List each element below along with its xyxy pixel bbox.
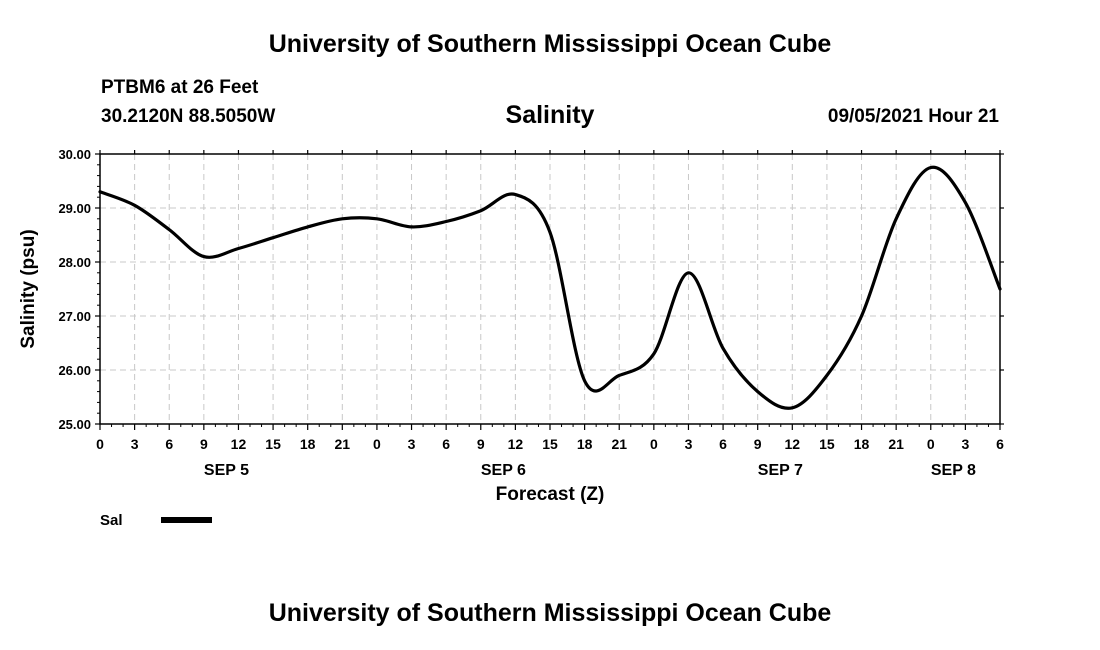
x-tick-label: 6 — [442, 436, 450, 452]
x-tick-label: 9 — [754, 436, 762, 452]
x-tick-label: 21 — [888, 436, 904, 452]
forecast-datetime: 09/05/2021 Hour 21 — [827, 106, 999, 127]
x-tick-label: 3 — [961, 436, 969, 452]
day-label: SEP 6 — [481, 462, 526, 479]
y-tick-label: 26.00 — [58, 363, 91, 378]
chart-title: Salinity — [505, 101, 595, 129]
series-line-sal — [98, 165, 1002, 410]
y-tick-label: 28.00 — [58, 255, 91, 270]
x-tick-label: 18 — [854, 436, 870, 452]
x-tick-label: 15 — [542, 436, 558, 452]
x-tick-label: 12 — [508, 436, 524, 452]
x-tick-label: 18 — [577, 436, 593, 452]
x-tick-label: 18 — [300, 436, 316, 452]
day-label: SEP 5 — [204, 462, 249, 479]
y-tick-label: 27.00 — [58, 309, 91, 324]
y-tick-label: 30.00 — [58, 147, 91, 162]
top-title: University of Southern Mississippi Ocean… — [268, 30, 832, 58]
bottom-title: University of Southern Mississippi Ocean… — [268, 599, 832, 627]
x-tick-label: 15 — [265, 436, 281, 452]
day-label: SEP 8 — [931, 462, 976, 479]
x-tick-label: 21 — [611, 436, 627, 452]
x-tick-label: 0 — [96, 436, 104, 452]
x-tick-label: 0 — [373, 436, 381, 452]
x-tick-label: 12 — [785, 436, 801, 452]
x-tick-label: 3 — [131, 436, 139, 452]
y-axis-title: Salinity (psu) — [18, 229, 39, 348]
x-tick-label: 6 — [996, 436, 1004, 452]
x-tick-label: 0 — [650, 436, 658, 452]
legend-label: Sal — [100, 512, 123, 529]
x-tick-label: 12 — [231, 436, 247, 452]
x-tick-label: 0 — [927, 436, 935, 452]
coordinates-label: 30.2120N 88.5050W — [101, 106, 276, 127]
x-tick-label: 9 — [477, 436, 485, 452]
station-label: PTBM6 at 26 Feet — [101, 77, 259, 98]
x-axis-title: Forecast (Z) — [496, 484, 605, 505]
x-tick-label: 15 — [819, 436, 835, 452]
x-tick-label: 9 — [200, 436, 208, 452]
y-tick-label: 25.00 — [58, 417, 91, 432]
day-label: SEP 7 — [758, 462, 803, 479]
x-tick-label: 3 — [685, 436, 693, 452]
x-tick-label: 3 — [408, 436, 416, 452]
x-tick-label: 6 — [719, 436, 727, 452]
x-tick-label: 6 — [165, 436, 173, 452]
x-tick-label: 21 — [335, 436, 351, 452]
y-tick-label: 29.00 — [58, 201, 91, 216]
